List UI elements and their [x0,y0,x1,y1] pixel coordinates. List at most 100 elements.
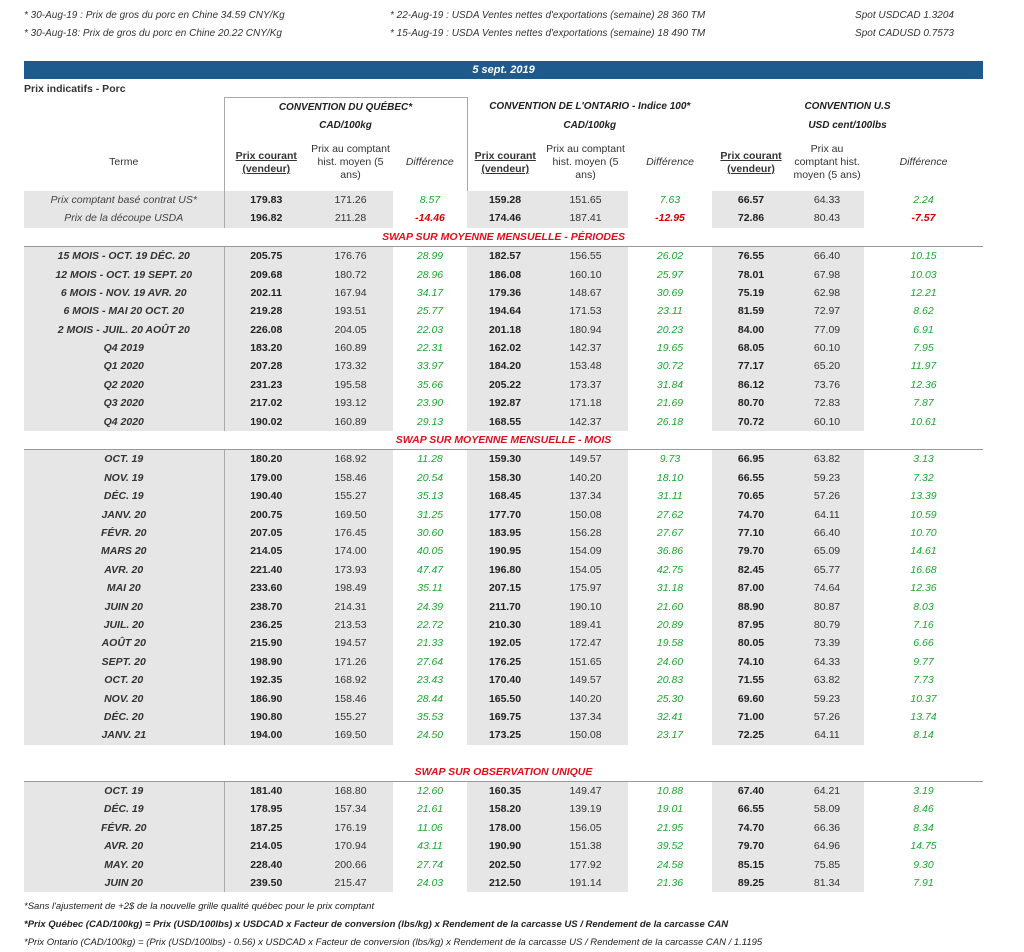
cell-qc-hist: 180.72 [308,265,393,284]
cell-us-hist: 65.77 [790,560,865,579]
row-label: JANV. 21 [24,726,224,745]
cell-qc-diff: 28.99 [393,246,468,266]
cell-us-prix: 70.65 [712,487,791,506]
cell-qc-hist: 160.89 [308,412,393,431]
cell-on-prix: 165.50 [467,689,544,708]
spacer [24,745,983,763]
row-label: DÉC. 19 [24,487,224,506]
cell-qc-diff: 29.13 [393,412,468,431]
cell-us-prix: 81.59 [712,302,791,321]
cell-on-diff: 31.18 [628,578,713,598]
row-label: NOV. 20 [24,689,224,708]
cell-qc-prix: 214.05 [223,542,308,561]
cell-on-diff: 23.11 [628,302,713,321]
cell-qc-hist: 169.50 [308,726,393,745]
cell-on-diff: 30.72 [628,357,713,376]
cell-qc-prix: 236.25 [223,615,308,635]
cell-on-diff: 27.62 [628,505,713,524]
table-row: JUIL. 20 236.25 213.53 22.72 210.30 189.41 20.… [24,615,984,635]
cell-on-prix: 205.22 [467,375,544,395]
cell-qc-diff: 43.11 [393,837,468,856]
cell-qc-prix: 239.50 [223,873,308,893]
cell-us-prix: 82.45 [712,560,791,579]
table-row: 2 MOIS - JUIL. 20 AOÛT 20 226.08 204.05 22.… [24,320,984,339]
cell-on-hist: 150.08 [543,505,629,524]
cell-us-diff: 12.36 [864,375,984,395]
cell-us-hist: 73.39 [790,634,865,653]
table-row: Prix de la découpe USDA 196.82 211.28 -14.4… [24,209,984,228]
cell-qc-diff: 24.39 [393,597,468,616]
cell-on-diff: 7.63 [628,190,713,210]
cell-on-hist: 175.97 [543,578,629,598]
cell-qc-diff: 34.17 [393,283,468,303]
table-row: Q3 2020 217.02 193.12 23.90 192.87 171.18 21.6… [24,394,984,413]
cell-us-prix: 79.70 [712,542,791,561]
cell-qc-prix: 183.20 [223,338,308,358]
cell-qc-hist: 176.19 [308,818,393,838]
cell-qc-prix: 226.08 [223,320,308,339]
cell-us-prix: 72.86 [712,209,791,228]
cell-us-hist: 58.09 [790,800,865,819]
row-label: FÉVR. 20 [24,523,224,543]
cell-qc-prix: 238.70 [223,597,308,616]
cell-qc-hist: 171.26 [308,652,393,671]
note-usda-2: * 15-Aug-19 : USDA Ventes nettes d'expor… [390,28,706,39]
cell-us-diff: 10.15 [864,246,984,266]
row-label: AVR. 20 [24,837,224,856]
row-label: Prix comptant basé contrat US* [24,190,224,210]
table-row: Q4 2019 183.20 160.89 22.31 162.02 142.37 19.6… [24,338,984,358]
table-row: DÉC. 20 190.80 155.27 35.53 169.75 137.34 32.4… [24,707,984,727]
cell-qc-hist: 168.80 [308,781,393,801]
cell-us-prix: 66.55 [712,468,791,488]
cell-qc-diff: 25.77 [393,302,468,321]
cell-qc-hist: 194.57 [308,634,393,653]
cell-us-prix: 76.55 [712,246,791,266]
row-label: MAI 20 [24,578,224,598]
cell-us-prix: 89.25 [712,873,791,893]
group-quebec: CONVENTION DU QUÉBEC* [223,97,468,117]
row-label: Q2 2020 [24,375,224,395]
table-row: JUIN 20 239.50 215.47 24.03 212.50 191.14 21.3… [24,873,984,893]
cell-us-diff: 12.21 [864,283,984,303]
section-title: Prix indicatifs - Porc [24,83,126,95]
cell-qc-hist: 158.46 [308,468,393,488]
note-china-2019: * 30-Aug-19 : Prix de gros du porc en Ch… [24,10,285,21]
cell-on-diff: 31.84 [628,375,713,395]
table-row: MAY. 20 228.40 200.66 27.74 202.50 177.92 24.5… [24,855,984,874]
cell-us-prix: 68.05 [712,338,791,358]
table-row: Q1 2020 207.28 173.32 33.97 184.20 153.48 30.7… [24,357,984,376]
cell-on-hist: 140.20 [543,689,629,708]
cell-us-hist: 60.10 [790,338,865,358]
cell-us-hist: 66.36 [790,818,865,838]
cell-qc-prix: 186.90 [223,689,308,708]
cell-qc-hist: 158.46 [308,689,393,708]
cell-on-prix: 173.25 [467,726,544,745]
cell-on-prix: 168.55 [467,412,544,431]
row-label: MAY. 20 [24,855,224,874]
row-label: OCT. 19 [24,781,224,801]
table-row: NOV. 20 186.90 158.46 28.44 165.50 140.20 25.3… [24,689,984,708]
cell-us-prix: 71.55 [712,670,791,690]
cell-on-diff: -12.95 [628,209,713,228]
cell-qc-hist: 200.66 [308,855,393,874]
footnotes: *Sans l'ajustement de +2$ de la nouvelle… [24,898,762,952]
cell-us-diff: 3.13 [864,449,984,469]
cell-qc-hist: 193.12 [308,394,393,413]
cell-us-prix: 74.10 [712,652,791,671]
cell-on-diff: 18.10 [628,468,713,488]
cell-on-hist: 177.92 [543,855,629,874]
cell-qc-prix: 179.00 [223,468,308,488]
table-row: Q4 2020 190.02 160.89 29.13 168.55 142.37 26.1… [24,412,984,431]
cell-on-diff: 30.69 [628,283,713,303]
cell-on-hist: 149.57 [543,449,629,469]
cell-on-hist: 139.19 [543,800,629,819]
cell-us-prix: 74.70 [712,818,791,838]
table-row: JANV. 21 194.00 169.50 24.50 173.25 150.08 23.… [24,726,984,745]
cell-us-hist: 81.34 [790,873,865,893]
cell-us-prix: 80.70 [712,394,791,413]
cell-on-diff: 21.69 [628,394,713,413]
cell-on-prix: 169.75 [467,707,544,727]
table-row: DÉC. 19 178.95 157.34 21.61 158.20 139.19 19.0… [24,800,984,819]
cell-us-diff: 6.66 [864,634,984,653]
cell-qc-hist: 215.47 [308,873,393,893]
